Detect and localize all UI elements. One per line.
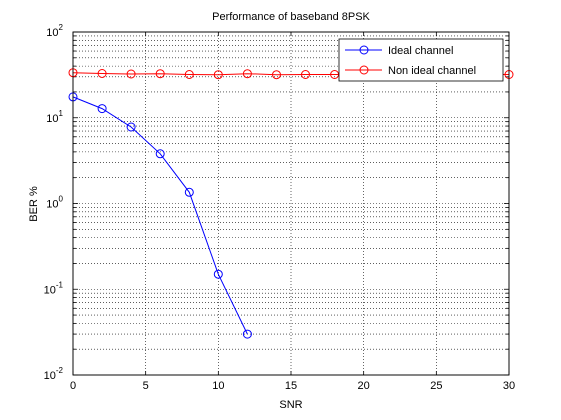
- x-tick-label: 30: [503, 380, 515, 392]
- legend: Ideal channel Non ideal channel: [338, 38, 504, 82]
- x-axis-label: SNR: [279, 399, 302, 411]
- y-tick-label: 101: [46, 109, 63, 125]
- x-tick-label: 20: [358, 380, 370, 392]
- y-axis-label: BER %: [28, 186, 40, 222]
- series-line-ideal-channel: [72, 96, 248, 335]
- data-point-ideal-channel: [126, 122, 136, 132]
- x-tick-label: 10: [212, 380, 224, 392]
- axis-ticks: 0 5 10 15 20 25 30 10-2 10-1 100 101 102: [44, 23, 516, 392]
- data-point-non-ideal-channel: [301, 70, 310, 79]
- data-point-non-ideal-channel: [97, 69, 107, 78]
- data-point-non-ideal-channel: [272, 70, 281, 80]
- chart-title: Performance of baseband 8PSK: [212, 11, 370, 23]
- y-tick-label: 10-1: [44, 280, 64, 296]
- data-point-ideal-channel: [97, 104, 107, 114]
- y-tick-label: 10-2: [44, 366, 64, 382]
- data-point-ideal-channel: [184, 187, 194, 197]
- legend-entry-ideal: Ideal channel: [388, 45, 453, 57]
- data-point-non-ideal-channel: [155, 69, 165, 79]
- data-point-non-ideal-channel: [184, 70, 194, 79]
- data-point-ideal-channel: [242, 329, 252, 339]
- legend-marker-ideal: [359, 45, 369, 55]
- x-tick-label: 5: [143, 380, 149, 392]
- y-tick-label: 102: [46, 23, 63, 39]
- data-point-non-ideal-channel: [213, 70, 223, 80]
- legend-entry-non-ideal: Non ideal channel: [388, 65, 476, 77]
- data-point-ideal-channel: [213, 269, 223, 279]
- grid: [73, 32, 509, 375]
- data-point-non-ideal-channel: [126, 69, 136, 79]
- legend-box: [338, 38, 504, 82]
- data-point-non-ideal-channel: [242, 69, 252, 79]
- x-tick-label: 0: [70, 380, 76, 392]
- x-tick-label: 25: [430, 380, 442, 392]
- axes-frame: [72, 31, 510, 376]
- x-tick-label: 15: [285, 380, 297, 392]
- legend-marker-non-ideal: [359, 65, 369, 75]
- y-tick-label: 100: [46, 195, 63, 211]
- data-point-ideal-channel: [155, 149, 165, 159]
- axes-border: [72, 31, 510, 376]
